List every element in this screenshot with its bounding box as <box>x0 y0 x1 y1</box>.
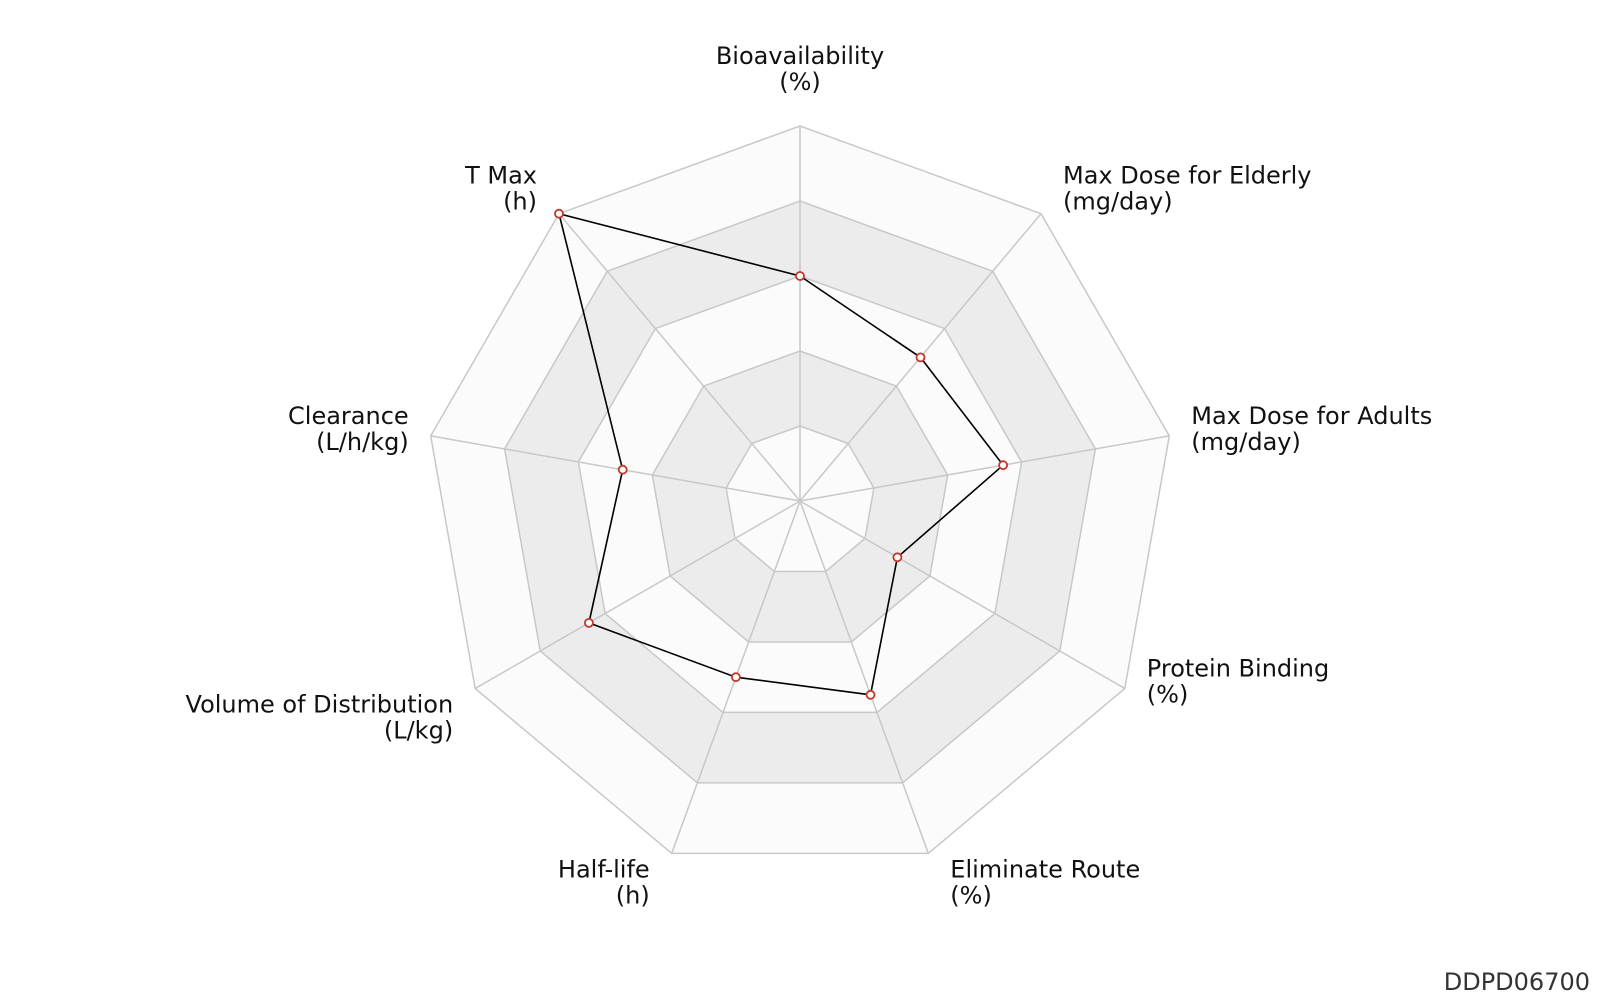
data-point <box>731 672 741 683</box>
radar-axis-labels: Bioavailability(%)Max Dose for Elderly(m… <box>186 42 1433 909</box>
axis-label-name: Protein Binding <box>1147 655 1329 683</box>
axis-label-unit: (L/kg) <box>384 717 453 745</box>
data-point <box>617 464 628 475</box>
axis-label-name: Eliminate Route <box>950 855 1140 883</box>
axis-label-name: Volume of Distribution <box>186 691 454 719</box>
data-point <box>584 618 594 628</box>
series-line <box>557 212 1005 696</box>
radar-series <box>554 208 1008 700</box>
spoke-4 <box>799 500 1126 690</box>
axis-label-name: Max Dose for Adults <box>1191 402 1432 430</box>
spoke-5 <box>799 500 930 854</box>
data-point <box>554 208 564 219</box>
spoke-9 <box>558 213 801 502</box>
spoke-8 <box>430 435 801 502</box>
figure-id: DDPD06700 <box>1443 968 1590 996</box>
axis-label-unit: (%) <box>779 68 821 96</box>
axis-label-name: T Max <box>464 162 537 190</box>
axis-label-unit: (h) <box>503 188 537 216</box>
spoke-7 <box>474 500 801 690</box>
axis-label-name: Clearance <box>288 402 409 430</box>
spoke-3 <box>799 435 1170 502</box>
axis-label-unit: (mg/day) <box>1063 188 1173 216</box>
axis-label-name: Max Dose for Elderly <box>1063 162 1312 190</box>
data-point <box>795 271 805 281</box>
axis-label-unit: (mg/day) <box>1191 428 1301 456</box>
data-point <box>865 689 876 700</box>
data-point <box>892 552 903 563</box>
axis-label-name: Half-life <box>558 855 650 883</box>
axis-label-unit: (%) <box>950 881 992 909</box>
axis-label-unit: (L/h/kg) <box>316 428 409 456</box>
axis-label-name: Bioavailability <box>716 42 884 70</box>
axis-label-unit: (h) <box>616 881 650 909</box>
data-point <box>998 460 1008 471</box>
axis-label-unit: (%) <box>1147 681 1189 709</box>
data-point <box>915 352 926 363</box>
